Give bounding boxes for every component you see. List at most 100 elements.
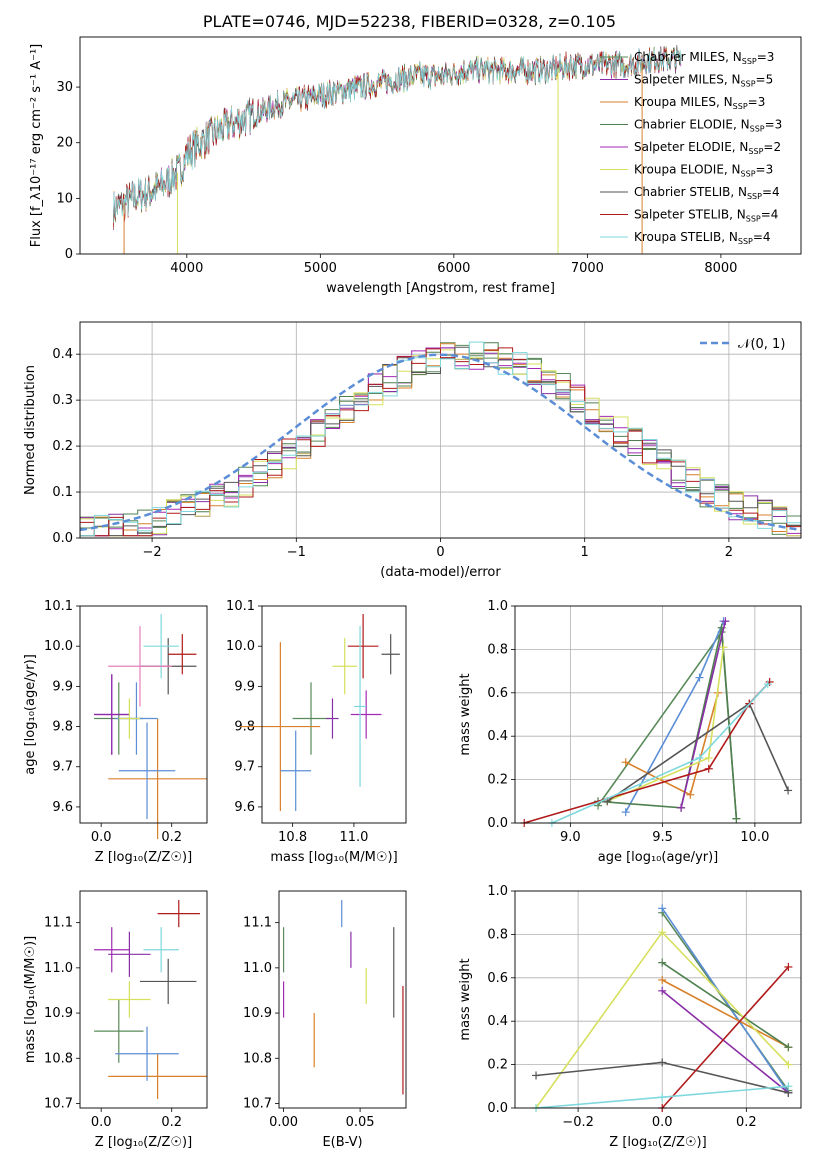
x-tick-label: 0 bbox=[436, 545, 444, 560]
y-tick-label: 10.0 bbox=[44, 639, 73, 654]
y-tick-label: 11.1 bbox=[243, 916, 272, 931]
gaussian-curve bbox=[79, 353, 802, 532]
y-tick-label: 0.4 bbox=[487, 1014, 508, 1029]
y-axis-label: mass [log₁₀(M/M☉)] bbox=[23, 936, 38, 1063]
x-tick-label: −2 bbox=[143, 545, 162, 560]
legend-entry: Chabrier MILES, NSSP=3 bbox=[634, 50, 774, 66]
y-tick-label: 0.0 bbox=[487, 1101, 508, 1116]
y-tick-label: 9.9 bbox=[52, 679, 73, 694]
spectrum-axes bbox=[76, 86, 722, 258]
y-tick-label: 0.6 bbox=[487, 971, 508, 986]
age-vs-z-axes bbox=[76, 605, 173, 827]
x-axis-label: wavelength [Angstrom, rest frame] bbox=[326, 281, 555, 296]
weight-vs-age-axes bbox=[511, 605, 801, 827]
plot-frame bbox=[278, 890, 407, 1109]
y-tick-label: 9.7 bbox=[234, 760, 255, 775]
x-tick-label: 0.05 bbox=[346, 1115, 375, 1130]
x-tick-label: 5000 bbox=[304, 261, 337, 276]
y-axis-label: mass weight bbox=[458, 958, 473, 1040]
y-tick-label: 0.2 bbox=[487, 773, 508, 788]
spectrum-series-line bbox=[113, 46, 682, 223]
x-tick-label: 0.2 bbox=[161, 830, 182, 845]
x-tick-label: 9.5 bbox=[652, 830, 673, 845]
x-tick-label: −0.2 bbox=[562, 1115, 594, 1130]
y-tick-label: 11.0 bbox=[44, 961, 73, 976]
y-tick-label: 9.7 bbox=[52, 760, 73, 775]
x-tick-label: 0.2 bbox=[161, 1115, 182, 1130]
y-tick-label: 10.0 bbox=[226, 639, 255, 654]
x-tick-label: 0.2 bbox=[736, 1115, 757, 1130]
x-tick-label: 10.8 bbox=[278, 830, 307, 845]
y-tick-label: 11.1 bbox=[44, 916, 73, 931]
y-tick-label: 9.6 bbox=[52, 800, 73, 815]
spectrum-series-line bbox=[113, 48, 682, 223]
y-tick-label: 10.8 bbox=[44, 1051, 73, 1066]
plot-frame bbox=[261, 605, 407, 824]
legend-entry: Kroupa MILES, NSSP=3 bbox=[634, 95, 765, 111]
legend-entry: Salpeter STELIB, NSSP=4 bbox=[634, 208, 778, 224]
x-axis-label: Z [log₁₀(Z/Z☉)] bbox=[95, 1135, 192, 1150]
x-axis-label: E(B-V) bbox=[322, 1135, 362, 1150]
figure-title: PLATE=0746, MJD=52238, FIBERID=0328, z=0… bbox=[202, 12, 617, 31]
legend-entry: 𝒩(0, 1) bbox=[738, 337, 785, 352]
spectrum-series-line bbox=[113, 44, 682, 223]
y-tick-label: 1.0 bbox=[487, 884, 508, 899]
age-vs-mass-axes bbox=[258, 605, 355, 827]
y-tick-label: 10.7 bbox=[44, 1096, 73, 1111]
x-tick-label: 9.0 bbox=[560, 830, 581, 845]
y-axis-label: age [log₁₀(age/yr)] bbox=[23, 654, 38, 775]
weight-series-line bbox=[680, 621, 727, 808]
legend-entry: Chabrier ELODIE, NSSP=3 bbox=[634, 118, 782, 134]
y-tick-label: 0.4 bbox=[487, 729, 508, 744]
y-tick-label: 10 bbox=[56, 191, 73, 206]
y-tick-label: 0.2 bbox=[487, 1058, 508, 1073]
weight-series-line bbox=[606, 647, 725, 803]
plot-frame bbox=[79, 321, 802, 539]
legend-entry: Kroupa ELODIE, NSSP=3 bbox=[634, 163, 773, 179]
y-tick-label: 10.1 bbox=[44, 599, 73, 614]
x-tick-label: 4000 bbox=[170, 261, 203, 276]
legend-entry: Chabrier STELIB, NSSP=4 bbox=[634, 185, 780, 201]
mass-vs-ebv-axes bbox=[275, 922, 361, 1112]
x-tick-label: 2 bbox=[725, 545, 733, 560]
plot-frame bbox=[514, 890, 802, 1109]
x-axis-label: Z [log₁₀(Z/Z☉)] bbox=[95, 850, 192, 865]
plot-frame bbox=[79, 36, 802, 255]
y-tick-label: 0 bbox=[65, 247, 73, 262]
y-axis-label: mass weight bbox=[458, 673, 473, 755]
y-tick-label: 0.0 bbox=[487, 816, 508, 831]
y-tick-label: 9.9 bbox=[234, 679, 255, 694]
weight-series-line bbox=[661, 966, 789, 1109]
y-axis-label: Normed distribution bbox=[23, 365, 38, 495]
y-tick-label: 9.6 bbox=[234, 800, 255, 815]
y-tick-label: 10.9 bbox=[44, 1006, 73, 1021]
plot-frame bbox=[79, 605, 208, 824]
residuals-axes bbox=[76, 322, 801, 542]
y-tick-label: 20 bbox=[56, 136, 73, 151]
x-axis-label: age [log₁₀(age/yr)] bbox=[598, 850, 719, 865]
y-tick-label: 0.4 bbox=[52, 347, 73, 362]
y-axis-label: Flux [f_λ10⁻¹⁷ erg cm⁻² s⁻¹ A⁻¹] bbox=[29, 44, 44, 248]
y-tick-label: 1.0 bbox=[487, 599, 508, 614]
y-tick-label: 11.0 bbox=[243, 961, 272, 976]
y-tick-label: 10.7 bbox=[243, 1096, 272, 1111]
y-tick-label: 10.8 bbox=[243, 1051, 272, 1066]
weight-series-line bbox=[661, 979, 789, 1048]
y-tick-label: 9.8 bbox=[52, 720, 73, 735]
x-axis-label: (data-model)/error bbox=[380, 565, 501, 580]
y-tick-label: 0.2 bbox=[52, 439, 73, 454]
legend-entry: Kroupa STELIB, NSSP=4 bbox=[634, 230, 771, 246]
weight-series-line bbox=[661, 907, 790, 1094]
mass-vs-z-axes bbox=[76, 922, 173, 1112]
x-tick-label: −1 bbox=[287, 545, 306, 560]
x-tick-label: 0.0 bbox=[652, 1115, 673, 1130]
y-tick-label: 0.6 bbox=[487, 686, 508, 701]
y-tick-label: 10.9 bbox=[243, 1006, 272, 1021]
x-tick-label: 0.0 bbox=[91, 1115, 112, 1130]
y-tick-label: 0.8 bbox=[487, 927, 508, 942]
weight-series-line bbox=[661, 961, 789, 1048]
y-tick-label: 0.0 bbox=[52, 531, 73, 546]
histogram-series bbox=[80, 341, 801, 537]
x-axis-label: mass [log₁₀(M/M☉)] bbox=[270, 850, 397, 865]
